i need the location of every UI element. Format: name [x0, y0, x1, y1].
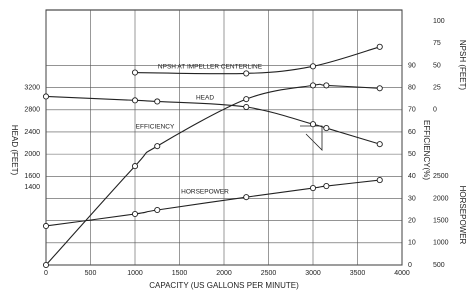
y-tick-label: 50: [408, 151, 416, 158]
y-tick-label: 10: [408, 240, 416, 247]
x-tick-label: 2000: [216, 270, 232, 277]
marker: [243, 70, 250, 77]
x-tick-label: 500: [85, 270, 97, 277]
marker: [243, 194, 250, 201]
marker: [323, 183, 330, 190]
marker: [154, 143, 161, 150]
marker: [309, 82, 317, 89]
y-tick-label: 80: [408, 84, 416, 91]
marker: [42, 93, 50, 100]
annotation-bracket: [300, 125, 323, 151]
series-label: EFFICIENCY: [136, 124, 175, 131]
marker: [131, 210, 139, 218]
x-tick-label: 1500: [172, 270, 188, 277]
marker: [243, 103, 250, 111]
y-tick-label: 1000: [433, 240, 449, 247]
marker: [376, 43, 383, 50]
x-tick-label: 1000: [127, 270, 143, 277]
x-tick-label: 3000: [305, 270, 321, 277]
marker: [131, 69, 139, 76]
y-tick-label: 1400: [24, 184, 40, 191]
y-tick-label: 3200: [24, 84, 40, 91]
x-tick-label: 2500: [261, 270, 277, 277]
marker: [323, 125, 330, 132]
y-tick-label: 70: [408, 107, 416, 114]
marker: [243, 96, 250, 103]
axis-title: HEAD (FEET): [10, 125, 19, 176]
series-label: HEAD: [196, 95, 214, 102]
y-tick-label: 40: [408, 173, 416, 180]
y-tick-label: 25: [433, 84, 441, 91]
marker: [376, 177, 383, 184]
marker: [309, 121, 317, 128]
series-label: NPSH AT IMPELLER CENTERLINE: [158, 64, 263, 71]
y-tick-label: 1600: [24, 173, 40, 180]
marker: [154, 206, 161, 214]
marker: [154, 98, 161, 105]
marker: [376, 85, 383, 92]
y-tick-label: 50: [433, 62, 441, 69]
x-axis-title: CAPACITY (US GALLONS PER MINUTE): [149, 281, 299, 290]
line: [45, 179, 380, 227]
axis-title: EFFICIENCY(%): [422, 120, 431, 180]
x-tick-label: 4000: [394, 270, 410, 277]
marker: [376, 141, 383, 148]
y-tick-label: 75: [433, 40, 441, 47]
y-tick-label: 90: [408, 62, 416, 69]
axis-title: HORSEPOWER: [458, 186, 467, 245]
series-label: HORSEPOWER: [181, 189, 229, 196]
y-tick-label: 60: [408, 129, 416, 136]
line: [134, 46, 380, 75]
axis-title: NPSH (FEET): [458, 40, 467, 91]
y-tick-label: 2000: [433, 195, 449, 202]
y-tick-label: 100: [433, 18, 445, 25]
y-tick-label: 0: [408, 262, 412, 269]
y-tick-label: 1500: [433, 217, 449, 224]
marker: [42, 261, 50, 269]
x-tick-label: 3500: [350, 270, 366, 277]
marker: [309, 185, 317, 192]
marker: [309, 63, 317, 70]
y-tick-label: 500: [433, 262, 445, 269]
line: [45, 83, 380, 266]
marker: [42, 222, 50, 230]
y-tick-label: 2000: [24, 151, 40, 158]
y-tick-label: 20: [408, 217, 416, 224]
marker: [131, 163, 139, 170]
line: [45, 95, 380, 145]
y-tick-label: 0: [433, 107, 437, 114]
marker: [323, 82, 330, 89]
y-tick-label: 2400: [24, 129, 40, 136]
marker: [131, 97, 139, 104]
y-tick-label: 30: [408, 195, 416, 202]
x-tick-label: 0: [44, 270, 48, 277]
y-tick-label: 2800: [24, 107, 40, 114]
y-tick-label: 2500: [433, 173, 449, 180]
